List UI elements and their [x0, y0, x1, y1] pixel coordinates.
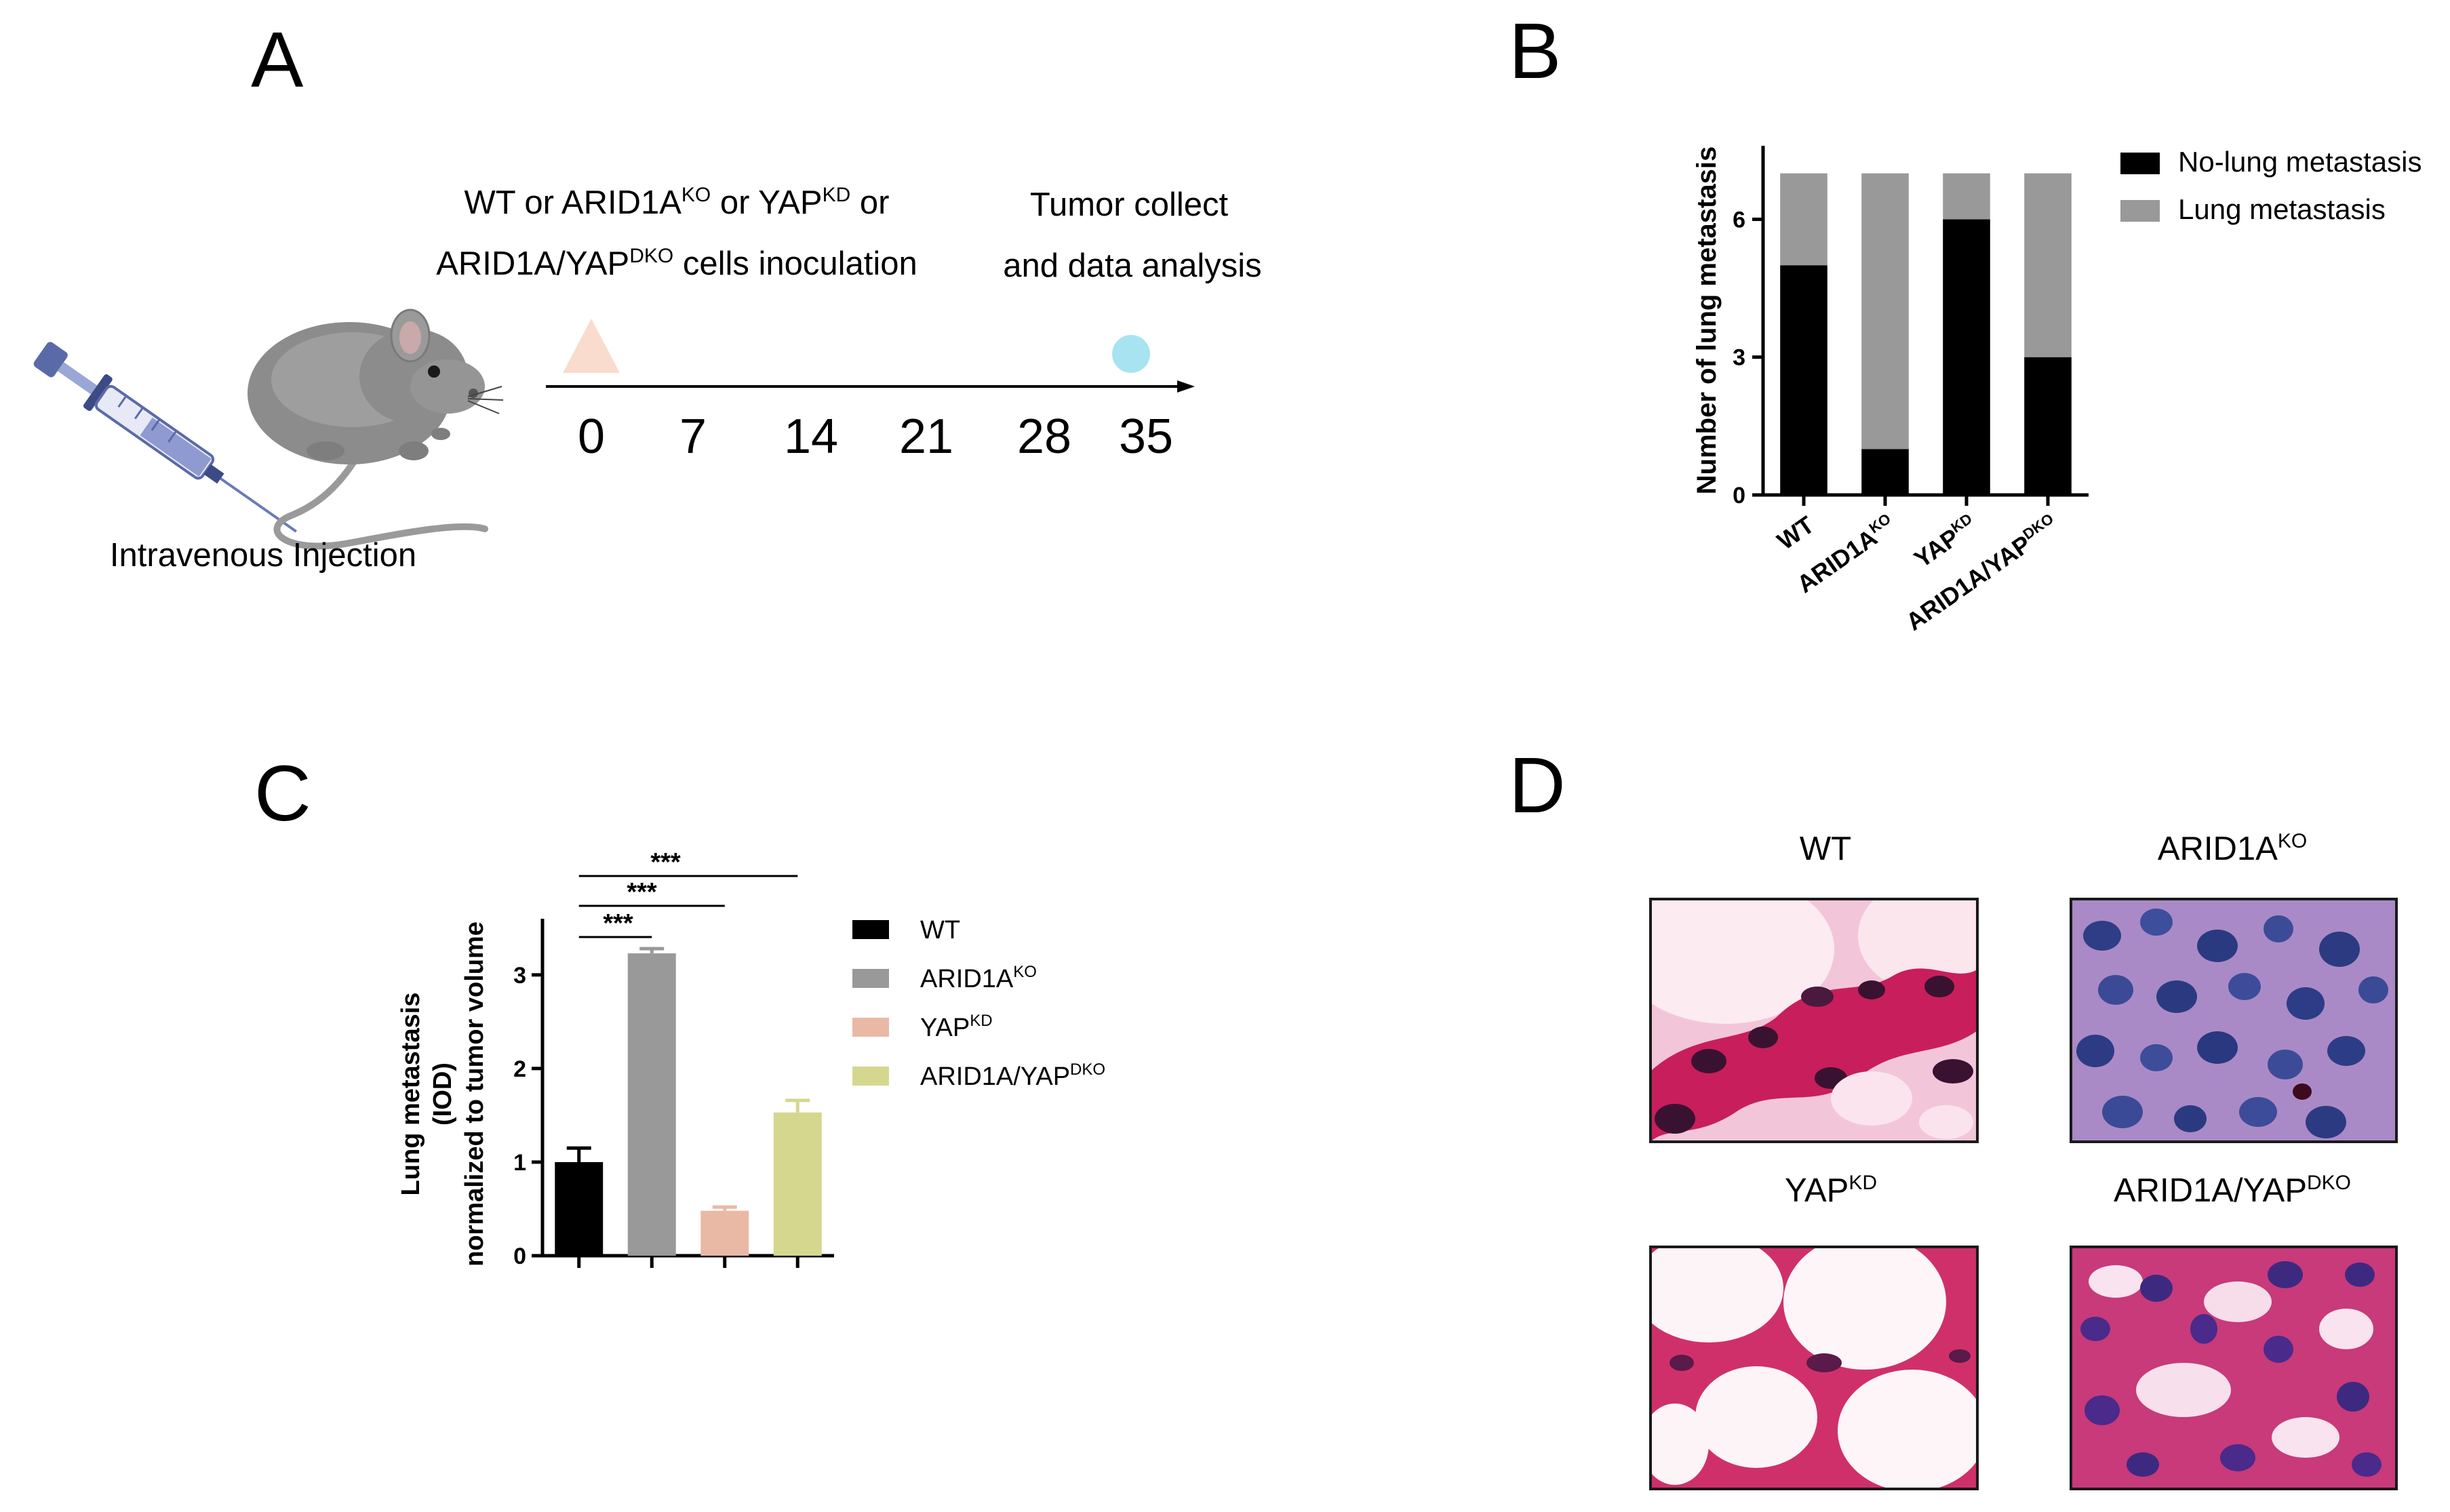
- chart-c-legend-swatch: [852, 1018, 889, 1037]
- chart-c-legend-swatch: [852, 969, 889, 988]
- timeline-day: 14: [784, 410, 838, 464]
- histology-frame-dko: [2070, 1246, 2398, 1490]
- chart-c-bar: [555, 1161, 604, 1256]
- histology-image-wt: [1651, 899, 1977, 1142]
- chart-c-y-tick-label: 2: [513, 1056, 526, 1082]
- chart-c-y-label-line: normalized to tumor volume: [460, 921, 489, 1267]
- chart-b-bar-no-lung-metastasis: [1861, 449, 1909, 495]
- panel-a: A: [33, 16, 1262, 574]
- histology-frame-wt: [1649, 898, 1979, 1143]
- timeline-day: 35: [1119, 410, 1173, 464]
- chart-b-bar-lung-metastasis: [1780, 173, 1827, 266]
- chart-b-legend-label: No-lung metastasis: [2178, 146, 2422, 178]
- chart-b-x-tick-label: WT: [1772, 511, 1819, 555]
- chart-b-y-tick-label: 6: [1733, 207, 1745, 233]
- histology-frame-yap-kd: [1649, 1246, 1979, 1490]
- chart-c-legend-swatch: [852, 1067, 889, 1086]
- chart-c: 0 1 2 3 Lung metastasis (IOD) normalized to tu…: [397, 848, 1105, 1269]
- chart-c-significance-label: ***: [603, 909, 633, 938]
- image-label-dko: ARID1A/YAPDKO: [2114, 1172, 2351, 1209]
- mouse-icon: [248, 309, 504, 550]
- chart-b-y-tick-label: 0: [1733, 483, 1745, 509]
- chart-c-bar: [700, 1210, 749, 1256]
- syringe-icon: [33, 342, 297, 533]
- chart-c-significance-label: ***: [650, 848, 681, 877]
- chart-b-legend-label: Lung metastasis: [2178, 193, 2386, 225]
- chart-c-legend-label: ARID1AKO: [920, 963, 1037, 993]
- chart-b-y-label: Number of lung metastasis: [1692, 146, 1722, 494]
- panel-c-letter: C: [254, 749, 311, 837]
- panel-c: C 0 1 2 3 Lung metastasis (IOD) normalized to …: [254, 749, 1105, 1269]
- histology-image-dko: [2071, 1247, 2396, 1489]
- chart-c-y-label-line: Lung metastasis: [397, 993, 425, 1196]
- chart-c-y-tick-label: 0: [513, 1244, 526, 1269]
- chart-c-y-label-line: (IOD): [429, 1062, 457, 1126]
- chart-c-bar: [627, 953, 676, 1256]
- timeline-day: 7: [679, 410, 707, 464]
- chart-c-bar: [773, 1112, 822, 1256]
- histology-image-arid1a-ko: [2071, 899, 2396, 1142]
- inoculation-line2: ARID1A/YAPDKO cells inoculation: [436, 245, 917, 282]
- collect-line2: and data analysis: [1003, 247, 1261, 284]
- collect-line1: Tumor collect: [1030, 186, 1229, 223]
- chart-c-legend-swatch: [852, 920, 889, 939]
- timeline-day: 0: [578, 410, 605, 464]
- panel-d-letter: D: [1509, 741, 1566, 829]
- image-label-arid1a-ko: ARID1AKO: [2158, 830, 2307, 867]
- panel-a-letter: A: [251, 16, 304, 104]
- chart-c-significance-label: ***: [627, 878, 657, 907]
- panel-d: D WT ARID1AKO YAPKD ARID1A/YAPDKO: [1509, 741, 2398, 1490]
- image-label-yap-kd: YAPKD: [1785, 1172, 1877, 1209]
- chart-b-y-tick-label: 3: [1733, 345, 1745, 371]
- end-marker: [1112, 335, 1150, 373]
- chart-b-bar-lung-metastasis: [1861, 173, 1909, 450]
- histology-frame-arid1a-ko: [2070, 898, 2398, 1143]
- chart-b-bar-no-lung-metastasis: [1780, 265, 1827, 495]
- timeline-day: 21: [899, 410, 953, 464]
- timeline-arrowhead: [1177, 380, 1195, 393]
- injection-label: Intravenous Injection: [110, 537, 416, 574]
- inoculation-line1: WT or ARID1AKO or YAPKD or: [465, 184, 890, 221]
- timeline-days: 0 7 14 21 28 35: [578, 410, 1173, 464]
- chart-b-bar-no-lung-metastasis: [2024, 357, 2072, 495]
- chart-c-y-tick-label: 3: [513, 963, 526, 989]
- image-label-wt: WT: [1800, 831, 1851, 867]
- panel-b-letter: B: [1509, 7, 1561, 95]
- chart-c-legend-label: ARID1A/YAPDKO: [920, 1060, 1105, 1091]
- chart-c-legend-label: WT: [920, 916, 960, 944]
- chart-c-legend-label: YAPKD: [920, 1012, 993, 1042]
- chart-b-legend-swatch: [2120, 153, 2160, 174]
- timeline-day: 28: [1017, 410, 1071, 464]
- chart-b-bar-lung-metastasis: [2024, 173, 2072, 357]
- histology-image-yap-kd: [1651, 1247, 1977, 1489]
- chart-b-bar-no-lung-metastasis: [1943, 219, 1990, 495]
- chart-b-legend-swatch: [2120, 200, 2160, 222]
- chart-b-bar-lung-metastasis: [1943, 173, 1990, 220]
- start-marker: [563, 319, 620, 373]
- chart-c-y-tick-label: 1: [513, 1150, 526, 1176]
